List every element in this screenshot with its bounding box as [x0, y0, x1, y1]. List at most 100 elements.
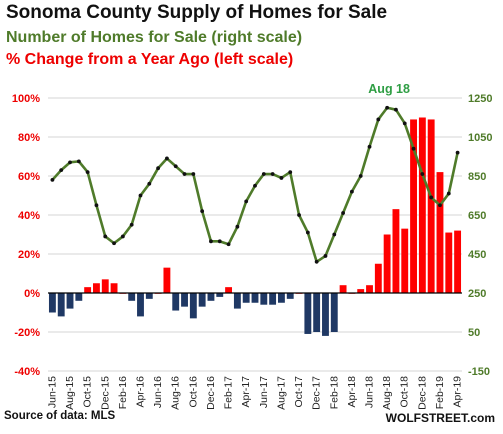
bar — [374, 263, 382, 293]
bar-series — [48, 117, 462, 336]
bar — [172, 293, 180, 311]
line-point — [226, 242, 231, 247]
gridlines — [48, 97, 462, 372]
bar — [322, 293, 329, 336]
left-tick-label: -20% — [14, 327, 40, 339]
left-tick-label: 80% — [18, 132, 40, 144]
x-tick-label: Feb-19 — [434, 376, 446, 409]
line-point — [288, 170, 293, 175]
chart-title: Sonoma County Supply of Homes for Sale — [6, 2, 388, 23]
line-point — [341, 211, 345, 215]
bar — [286, 293, 294, 299]
line-point — [394, 107, 398, 112]
bar — [207, 293, 215, 301]
x-axis-ticks: Jun-15 Aug-15 Oct-15 Dec-15 Feb-16 Apr-16 Jun-… — [46, 376, 463, 410]
line-point — [94, 203, 99, 208]
bar — [410, 119, 417, 293]
bar — [137, 293, 144, 317]
bar — [181, 293, 188, 307]
bar — [392, 209, 400, 293]
line-point — [76, 159, 81, 164]
line-point — [297, 213, 301, 217]
right-tick-label: 450 — [468, 249, 486, 261]
bar — [269, 293, 277, 305]
line-point — [332, 232, 337, 237]
bar — [198, 293, 206, 307]
x-tick-label: Dec-18 — [416, 376, 428, 410]
bar — [383, 234, 391, 293]
line-point — [217, 239, 222, 244]
bar — [48, 293, 56, 313]
bar — [57, 293, 65, 317]
bar — [128, 293, 136, 301]
line-point — [305, 230, 310, 235]
right-tick-label: -150 — [468, 366, 490, 378]
x-tick-label: Aug-15 — [64, 376, 76, 410]
bar — [313, 293, 321, 332]
x-tick-label: Feb-16 — [117, 376, 129, 409]
right-tick-label: 50 — [468, 327, 480, 339]
bar — [445, 232, 453, 293]
right-axis-ticks: -150 50 250 450 650 850 1050 1250 — [468, 93, 492, 378]
x-tick-label: Apr-17 — [240, 376, 252, 408]
line-point — [446, 191, 451, 196]
brand-logo-text: WOLFSTREET.com — [385, 411, 495, 425]
bar — [260, 293, 268, 305]
bar — [427, 119, 435, 293]
line-point — [438, 203, 442, 208]
annotation-label: Aug 18 — [368, 82, 410, 96]
bar — [454, 230, 462, 293]
bar — [330, 293, 338, 332]
left-tick-label: 100% — [12, 93, 40, 105]
x-tick-label: Apr-19 — [452, 376, 464, 408]
line-point — [253, 183, 257, 188]
bar — [242, 293, 250, 303]
x-tick-label: Apr-18 — [346, 376, 358, 408]
x-tick-label: Oct-17 — [293, 376, 305, 408]
line-point — [279, 176, 284, 180]
right-tick-label: 1050 — [468, 132, 492, 144]
source-note: Source of data: MLS — [4, 410, 116, 422]
bar — [277, 293, 285, 303]
line-point — [147, 181, 152, 186]
x-tick-label: Feb-17 — [223, 376, 235, 409]
x-tick-label: Aug-17 — [275, 376, 287, 410]
line-point — [376, 117, 381, 122]
line-point — [165, 156, 169, 161]
line-point — [402, 121, 407, 126]
line-point — [191, 172, 196, 176]
x-tick-label: Feb-18 — [328, 376, 340, 409]
x-tick-label: Oct-15 — [82, 376, 94, 408]
line-series — [50, 105, 460, 264]
left-tick-label: 40% — [18, 210, 40, 222]
line-point — [182, 172, 187, 176]
line-point — [358, 174, 363, 178]
line-point — [156, 166, 161, 171]
bar — [251, 293, 259, 303]
bar — [163, 267, 171, 293]
bar — [145, 293, 153, 299]
x-tick-label: Jun-18 — [364, 376, 376, 408]
line-point — [200, 209, 205, 214]
chart-subtitle-bar-series: % Change from a Year Ago (left scale) — [6, 51, 294, 68]
bar — [233, 293, 241, 309]
line-point — [429, 195, 434, 200]
line-point — [173, 164, 178, 169]
x-tick-label: Apr-16 — [134, 376, 146, 408]
x-tick-label: Jun-16 — [152, 376, 164, 408]
x-tick-label: Aug-16 — [170, 376, 182, 410]
bar — [75, 293, 83, 301]
bar — [339, 285, 347, 293]
x-tick-label: Jun-15 — [46, 376, 58, 408]
x-tick-label: Dec-17 — [311, 376, 323, 410]
x-tick-label: Jun-17 — [258, 376, 270, 408]
bar — [110, 283, 118, 293]
line-point — [270, 172, 275, 176]
line-point — [455, 150, 460, 155]
x-tick-label: Dec-16 — [205, 376, 217, 410]
x-tick-label: Oct-18 — [399, 376, 411, 408]
bar — [93, 283, 100, 293]
line-point — [59, 168, 64, 173]
line-point — [411, 146, 416, 151]
